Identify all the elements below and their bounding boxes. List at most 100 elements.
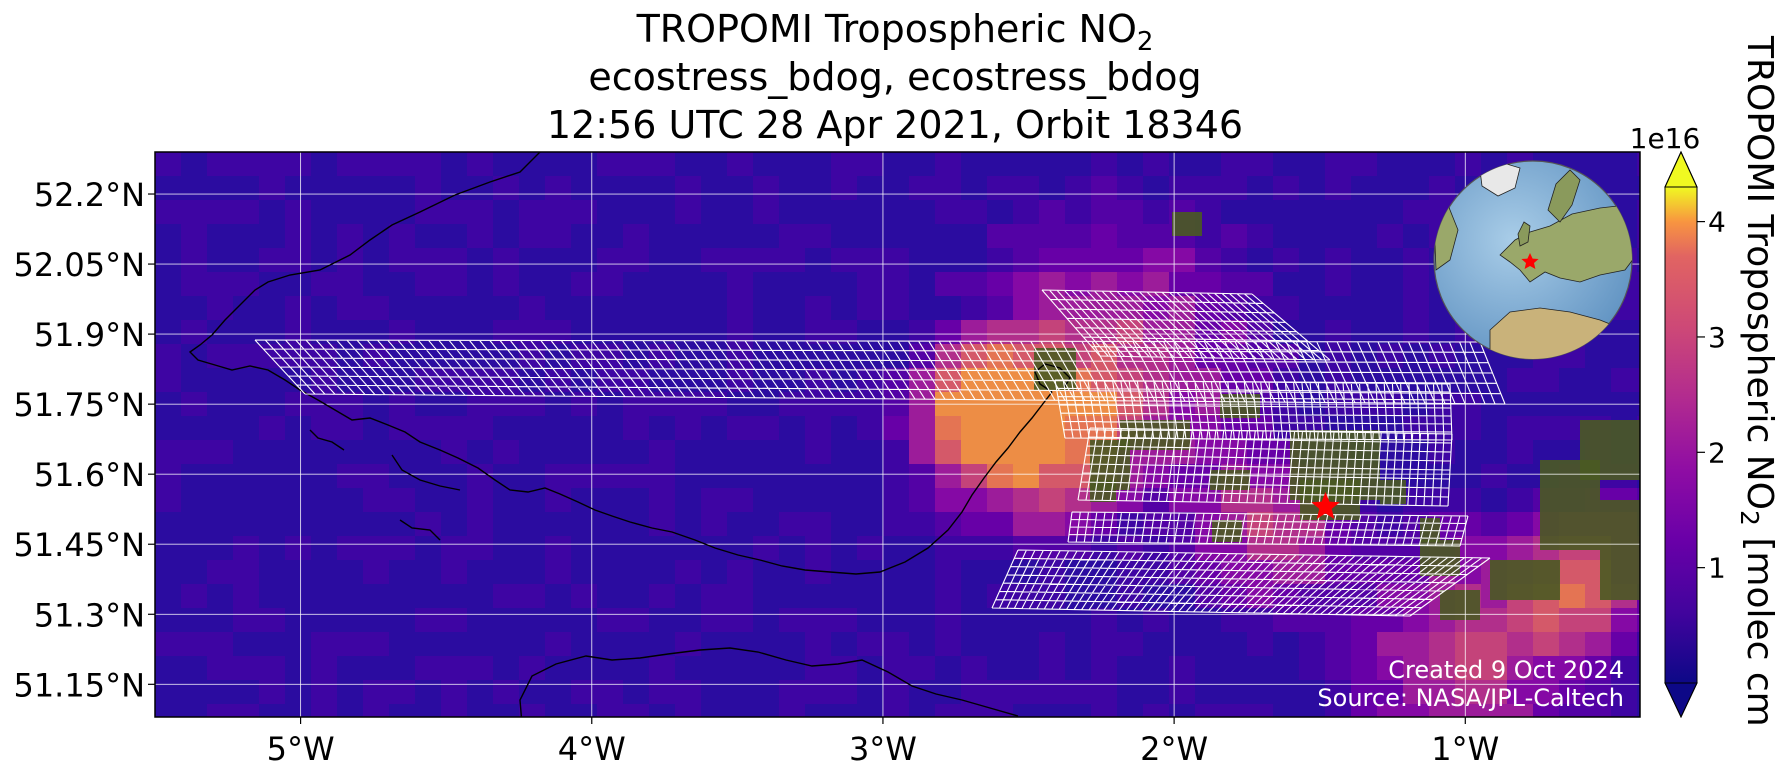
no2-pixel [1039,248,1065,272]
map-gridlines [155,152,1640,717]
no2-pixel [1611,656,1637,680]
no2-pixel [467,224,493,248]
longitude-axis: 5°W 4°W 3°W 2°W 1°W [267,717,1499,766]
no2-pixel [1325,704,1351,717]
no2-pixel [909,440,935,464]
no2-pixel [727,488,753,512]
imagery-patch [1490,560,1560,600]
no2-pixel [1507,536,1533,560]
no2-pixel [1611,704,1637,717]
no2-pixel [1247,272,1273,296]
no2-pixel [831,152,857,176]
colorbar-tick-label: 1 [1708,552,1726,585]
no2-pixel [1117,248,1143,272]
no2-pixel [1195,704,1221,717]
no2-pixel [753,416,779,440]
no2-pixel [493,248,519,272]
no2-pixel [1039,488,1065,512]
no2-pixel [571,272,597,296]
no2-pixel [649,488,675,512]
no2-pixel [597,272,623,296]
no2-pixel [415,176,441,200]
no2-pixel [545,176,571,200]
no2-pixel [1637,416,1640,440]
no2-pixel [935,176,961,200]
map-panel[interactable]: Created 9 Oct 2024 Source: NASA/JPL-Calt… [155,152,1663,760]
no2-pixel [467,488,493,512]
no2-pixel [1195,320,1221,344]
no2-pixel [1429,632,1455,656]
no2-pixel [1637,200,1640,224]
no2-pixel [337,464,363,488]
no2-pixel [623,704,649,717]
no2-pixel [1117,320,1143,344]
no2-pixel [1013,200,1039,224]
footprint-grid [1054,379,1453,441]
no2-pixel [441,536,467,560]
no2-pixel [805,440,831,464]
no2-pixel [935,512,961,536]
no2-pixel [883,488,909,512]
no2-pixel [1273,248,1299,272]
no2-pixel [1533,608,1559,632]
no2-pixel [337,224,363,248]
no2-pixel [1559,584,1585,608]
no2-pixel [987,512,1013,536]
no2-pixel [1117,536,1143,560]
no2-pixel [1247,416,1273,440]
no2-pixel [649,584,675,608]
no2-pixel [805,224,831,248]
no2-pixel [467,152,493,176]
no2-pixel [1533,632,1559,656]
no2-pixel [1143,248,1169,272]
no2-pixel [1065,224,1091,248]
no2-pixel [493,584,519,608]
no2-pixel [285,152,311,176]
no2-pixel [1533,368,1559,392]
no2-pixel [207,440,233,464]
no2-pixel [181,632,207,656]
no2-pixel [1195,176,1221,200]
no2-pixel [883,272,909,296]
no2-pixel [1091,200,1117,224]
no2-pixel [155,632,181,656]
no2-pixel [1091,656,1117,680]
no2-pixel [649,680,675,704]
no2-pixel [649,152,675,176]
no2-pixel [1195,248,1221,272]
no2-pixel [571,680,597,704]
no2-pixel [337,152,363,176]
no2-pixel [1507,656,1533,680]
no2-pixel [1455,656,1481,680]
no2-pixel [1403,320,1429,344]
no2-pixel [779,248,805,272]
no2-pixel [181,440,207,464]
no2-pixel [1611,608,1637,632]
imagery-patch [1440,590,1480,620]
no2-pixel [363,704,389,717]
created-date-label: Created 9 Oct 2024 [1388,656,1624,684]
no2-pixel [623,608,649,632]
no2-pixel [311,416,337,440]
no2-pixel [571,200,597,224]
no2-pixel [1481,608,1507,632]
no2-pixel [285,200,311,224]
no2-pixel [1377,632,1403,656]
no2-pixel [1585,656,1611,680]
no2-pixel [857,416,883,440]
no2-pixel [701,512,727,536]
no2-pixel [519,296,545,320]
no2-pixel [1507,368,1533,392]
no2-pixel [1637,488,1640,512]
no2-pixel [935,464,961,488]
no2-pixel [363,560,389,584]
no2-pixel [1481,632,1507,656]
no2-pixel [1013,296,1039,320]
no2-pixel [155,440,181,464]
no2-pixel [545,464,571,488]
no2-pixel [1533,704,1559,717]
no2-pixel [493,440,519,464]
no2-pixel [623,416,649,440]
no2-pixel [805,632,831,656]
title-line-2: ecostress_bdog, ecostress_bdog [588,55,1201,99]
